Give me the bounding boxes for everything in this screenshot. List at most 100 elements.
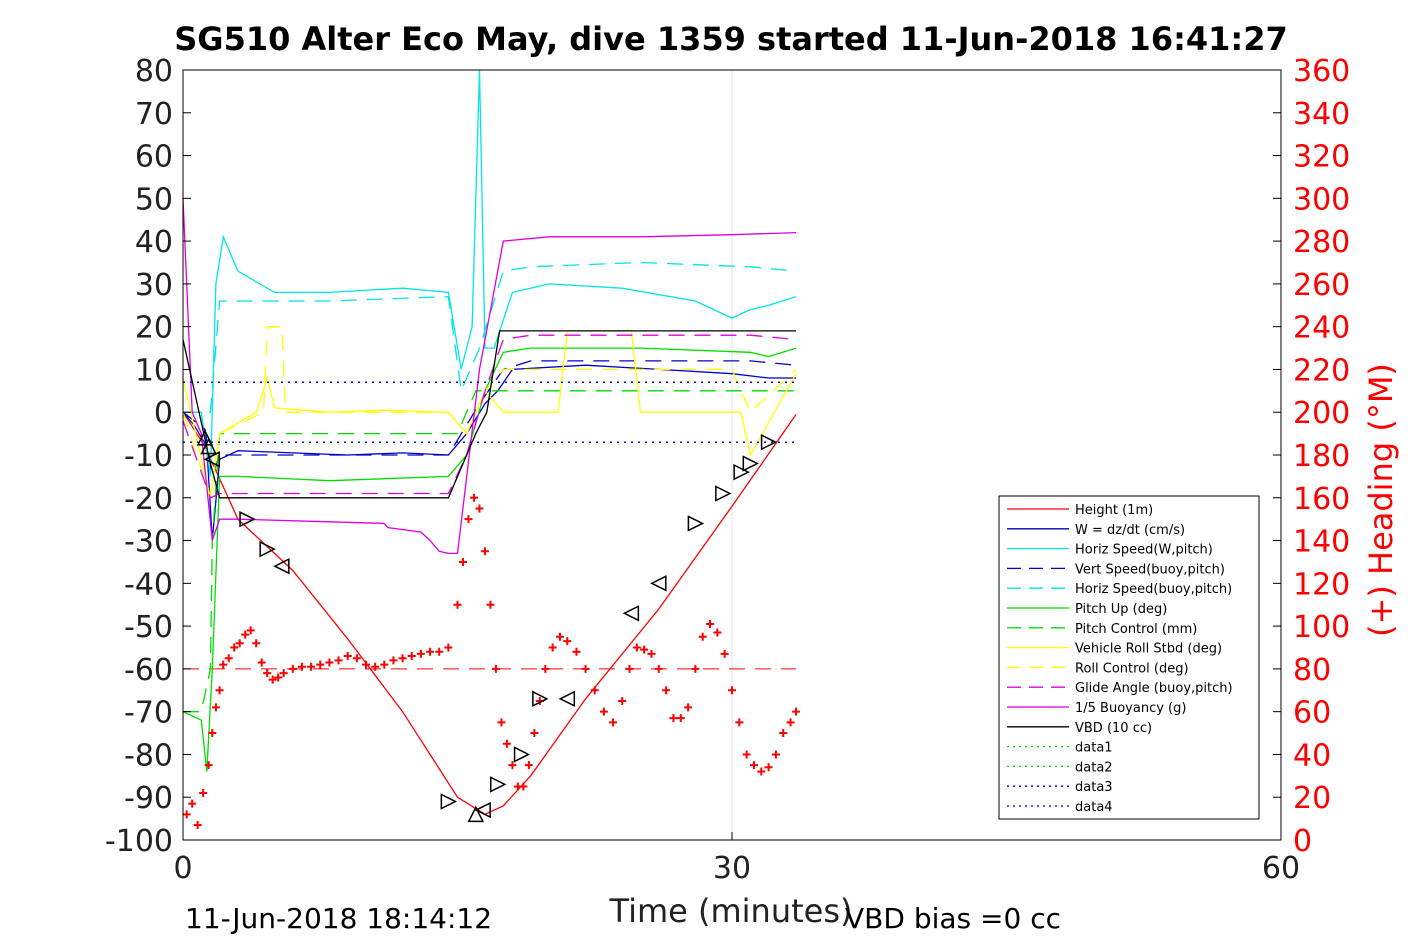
heading-point (771, 750, 780, 759)
y-tick-label: 30 (135, 268, 173, 303)
triangle-marker (196, 429, 214, 446)
legend-label: Horiz Speed(W,pitch) (1075, 543, 1213, 558)
heading-point (211, 703, 220, 712)
heading-point (684, 703, 693, 712)
heading-point (618, 696, 627, 705)
triangle-marker (203, 451, 221, 468)
y2-tick-label: 60 (1293, 696, 1331, 731)
y-tick-label: 80 (135, 54, 173, 89)
y-tick-label: 70 (135, 97, 173, 132)
y2-tick-label: 80 (1293, 653, 1331, 688)
y2-tick-label: 320 (1293, 140, 1350, 175)
heading-point (398, 654, 407, 663)
series-line-7 (182, 330, 797, 498)
footer-vbd-bias: VBD bias =0 cc (845, 902, 1061, 935)
heading-point (435, 647, 444, 656)
heading-point (662, 686, 671, 695)
triangle-marker (200, 437, 217, 455)
triangle-marker (474, 801, 491, 819)
y-tick-label: 20 (135, 311, 173, 346)
y2-tick-label: 180 (1293, 439, 1350, 474)
legend-label: Roll Control (deg) (1075, 661, 1189, 676)
y2-tick-label: 280 (1293, 225, 1350, 260)
legend-label: Pitch Up (deg) (1075, 602, 1167, 617)
heading-point (706, 619, 715, 628)
legend: Height (1m) W = dz/dt (cm/s) Horiz Speed(W… (998, 495, 1260, 820)
y-tick-label: -30 (124, 525, 173, 560)
triangle-marker (650, 575, 667, 592)
y2-tick-label: 260 (1293, 268, 1350, 303)
heading-point (252, 639, 261, 648)
heading-point (757, 767, 766, 776)
y2-tick-label: 0 (1293, 824, 1312, 859)
heading-point (453, 600, 462, 609)
heading-point (416, 649, 425, 658)
heading-point (632, 643, 641, 652)
series-line-3 (182, 360, 797, 477)
heading-point (215, 686, 224, 695)
heading-point (735, 718, 744, 727)
heading-point (219, 660, 228, 669)
legend-box (998, 495, 1260, 820)
x-tick-label: 0 (173, 851, 192, 886)
heading-point (786, 718, 795, 727)
triangle-marker (742, 455, 759, 472)
heading-point (208, 729, 217, 738)
y2-tick-label: 20 (1293, 781, 1331, 816)
y-tick-label: -100 (105, 824, 173, 859)
y2-tick-label: 140 (1293, 525, 1350, 560)
triangle-marker (532, 690, 549, 708)
y-tick-label: -20 (124, 482, 173, 517)
y2-tick-label: 160 (1293, 482, 1350, 517)
y2-tick-label: 240 (1293, 311, 1350, 346)
triangle-marker (733, 463, 750, 481)
legend-label: VBD (10 cc) (1075, 721, 1152, 736)
heading-point (182, 810, 191, 819)
y2-tick-label: 200 (1293, 396, 1350, 431)
triangle-marker (440, 793, 458, 810)
y-tick-label: -40 (124, 567, 173, 602)
triangle-marker (513, 746, 531, 763)
legend-label: Glide Angle (buoy,pitch) (1075, 681, 1233, 696)
heading-point (352, 654, 361, 663)
heading-point (541, 664, 550, 673)
series-line-2 (183, 69, 797, 477)
y-tick-label: -80 (124, 738, 173, 773)
heading-point (464, 515, 473, 524)
heading-point (555, 632, 564, 641)
y2-tick-label: 40 (1293, 738, 1331, 773)
heading-point (274, 673, 283, 682)
y2-tick-label: 300 (1293, 182, 1350, 217)
y2-tick-label: 340 (1293, 97, 1350, 132)
heading-point (698, 632, 707, 641)
legend-label: Vert Speed(buoy,pitch) (1075, 562, 1225, 577)
heading-point (609, 718, 618, 727)
heading-point (407, 652, 416, 661)
heading-point (548, 643, 557, 652)
legend-label: W = dz/dt (cm/s) (1075, 523, 1185, 538)
heading-point (316, 660, 325, 669)
heading-point (713, 628, 722, 637)
heading-point (193, 821, 202, 830)
legend-label: data3 (1075, 780, 1113, 795)
triangle-marker (273, 558, 290, 575)
heading-point (519, 782, 528, 791)
heading-point (572, 647, 581, 656)
footer-timestamp: 11-Jun-2018 18:14:12 (185, 902, 492, 935)
heading-point (640, 645, 649, 654)
heading-point (235, 639, 244, 648)
right-y-axis-label: (+) Heading (°M) (1362, 363, 1400, 637)
series-line-8 (182, 326, 797, 498)
chart-title: SG510 Alter Eco May, dive 1359 started 1… (174, 20, 1287, 58)
legend-label: Height (1m) (1075, 503, 1153, 518)
triangle-marker (467, 805, 485, 823)
x-axis-label: Time (minutes) (609, 892, 853, 930)
heading-point (257, 658, 266, 667)
heading-point (230, 643, 239, 652)
heading-point (380, 660, 389, 669)
triangle-marker (239, 510, 256, 528)
heading-point (362, 660, 370, 669)
plot-area (182, 69, 801, 830)
heading-point (502, 739, 511, 748)
